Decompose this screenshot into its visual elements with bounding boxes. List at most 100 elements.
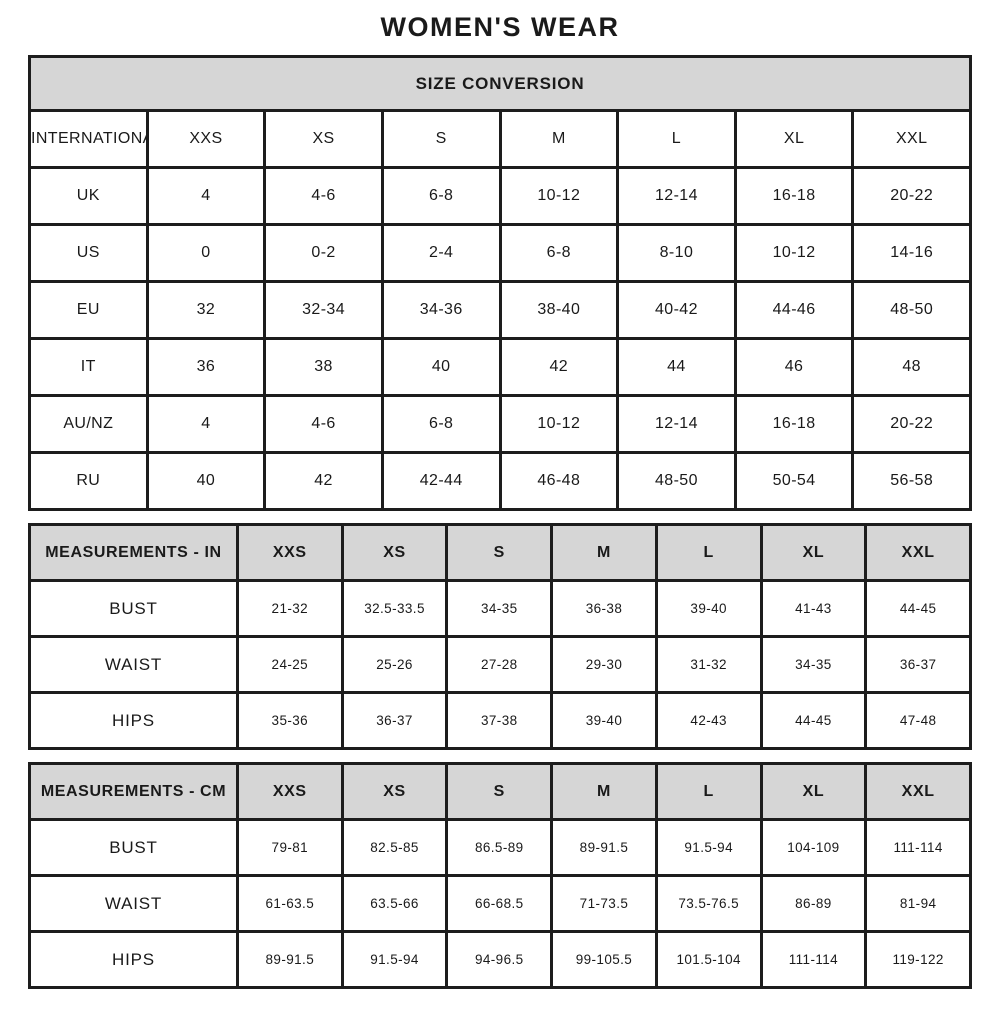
cell-value: 4 [145, 394, 267, 455]
cell-value: 89-91.5 [550, 818, 658, 878]
row-label: WAIST [28, 874, 239, 934]
cell-value: 41-43 [759, 579, 868, 639]
measurements-cm-table: MEASUREMENTS - CM XXS XS S M L XL XXL BUST 79-81 8… [28, 762, 972, 990]
cell-value: 42-43 [654, 691, 763, 751]
cell-value: 94-96.5 [445, 930, 554, 990]
cell-value: 79-81 [235, 818, 344, 878]
cell-value: 25-26 [340, 635, 449, 695]
cell-value: 73.5-76.5 [654, 874, 763, 934]
cell-value: 44-45 [759, 691, 868, 751]
row-label: BUST [28, 579, 239, 639]
row-label: RU [28, 451, 149, 512]
cell-value: 6-8 [380, 394, 502, 455]
table-row: EU 32 32-34 34-36 38-40 40-42 44-46 48-50 [28, 280, 972, 341]
cell-value: 6-8 [380, 166, 502, 227]
cell-value: 40-42 [616, 280, 737, 341]
cell-value: 111-114 [864, 818, 972, 878]
header-label-cell: MEASUREMENTS - CM [28, 762, 239, 822]
cell-value: 29-30 [550, 635, 658, 695]
cell-value: 81-94 [864, 874, 972, 934]
header-label-cell: INTERNATIONAL [28, 109, 149, 170]
table-header-row: INTERNATIONALXXSXSSMLXLXXL [28, 109, 972, 170]
cell-value: 66-68.5 [445, 874, 554, 934]
column-header: XXL [851, 109, 972, 170]
size-conversion-table: SIZE CONVERSIONINTERNATIONALXXSXSSMLXLXX… [28, 55, 972, 512]
column-header: XXL [864, 762, 972, 822]
cell-value: 48 [851, 337, 972, 398]
table-row: US 0 0-2 2-4 6-8 8-10 10-12 14-16 [28, 223, 972, 284]
column-header: XL [733, 109, 855, 170]
cell-value: 44 [616, 337, 737, 398]
cell-value: 14-16 [851, 223, 972, 284]
table-band-row: SIZE CONVERSION [28, 55, 972, 113]
cell-value: 36-38 [550, 579, 658, 639]
header-label-cell: MEASUREMENTS - IN [28, 523, 239, 583]
column-header: L [654, 762, 763, 822]
cell-value: 2-4 [380, 223, 502, 284]
cell-value: 32 [145, 280, 267, 341]
cell-value: 71-73.5 [550, 874, 658, 934]
cell-value: 40 [380, 337, 502, 398]
cell-value: 8-10 [616, 223, 737, 284]
column-header: XS [340, 523, 449, 583]
cell-value: 39-40 [654, 579, 763, 639]
cell-value: 39-40 [550, 691, 658, 751]
cell-value: 32.5-33.5 [340, 579, 449, 639]
cell-value: 34-35 [759, 635, 868, 695]
cell-value: 10-12 [733, 223, 855, 284]
row-label: EU [28, 280, 149, 341]
cell-value: 20-22 [851, 166, 972, 227]
cell-value: 36-37 [340, 691, 449, 751]
cell-value: 6-8 [498, 223, 620, 284]
column-header: XXS [145, 109, 267, 170]
column-header: S [445, 762, 554, 822]
table-row: UK 4 4-6 6-8 10-12 12-14 16-18 20-22 [28, 166, 972, 227]
cell-value: 38-40 [498, 280, 620, 341]
column-header: XL [759, 523, 868, 583]
cell-value: 4-6 [263, 394, 384, 455]
cell-value: 91.5-94 [340, 930, 449, 990]
table-row: RU 40 42 42-44 46-48 48-50 50-54 56-58 [28, 451, 972, 512]
cell-value: 10-12 [498, 166, 620, 227]
cell-value: 48-50 [616, 451, 737, 512]
cell-value: 104-109 [759, 818, 868, 878]
cell-value: 0-2 [263, 223, 384, 284]
cell-value: 12-14 [616, 166, 737, 227]
cell-value: 4 [145, 166, 267, 227]
cell-value: 46-48 [498, 451, 620, 512]
cell-value: 24-25 [235, 635, 344, 695]
cell-value: 35-36 [235, 691, 344, 751]
cell-value: 20-22 [851, 394, 972, 455]
row-label: WAIST [28, 635, 239, 695]
row-label: UK [28, 166, 149, 227]
cell-value: 36-37 [864, 635, 972, 695]
column-header: XXS [235, 762, 344, 822]
row-label: HIPS [28, 930, 239, 990]
column-header: M [498, 109, 620, 170]
column-header: XS [263, 109, 384, 170]
cell-value: 0 [145, 223, 267, 284]
cell-value: 101.5-104 [654, 930, 763, 990]
cell-value: 82.5-85 [340, 818, 449, 878]
table-band-header: SIZE CONVERSION [28, 55, 972, 113]
cell-value: 16-18 [733, 166, 855, 227]
column-header: XL [759, 762, 868, 822]
column-header: M [550, 762, 658, 822]
page-title: WOMEN'S WEAR [380, 12, 620, 42]
table-row: BUST 79-81 82.5-85 86.5-89 89-91.5 91.5-94 104… [28, 818, 972, 878]
cell-value: 42 [498, 337, 620, 398]
column-header: M [550, 523, 658, 583]
cell-value: 99-105.5 [550, 930, 658, 990]
cell-value: 12-14 [616, 394, 737, 455]
table-row: WAIST 24-25 25-26 27-28 29-30 31-32 34-35 36-37 [28, 635, 972, 695]
table-row: WAIST 61-63.5 63.5-66 66-68.5 71-73.5 73.5-76… [28, 874, 972, 934]
measurements-in-table: MEASUREMENTS - IN XXS XS S M L XL XXL BUST 21-32 3… [28, 523, 972, 751]
cell-value: 47-48 [864, 691, 972, 751]
cell-value: 119-122 [864, 930, 972, 990]
cell-value: 63.5-66 [340, 874, 449, 934]
cell-value: 16-18 [733, 394, 855, 455]
cell-value: 38 [263, 337, 384, 398]
cell-value: 36 [145, 337, 267, 398]
column-header: S [445, 523, 554, 583]
cell-value: 40 [145, 451, 267, 512]
